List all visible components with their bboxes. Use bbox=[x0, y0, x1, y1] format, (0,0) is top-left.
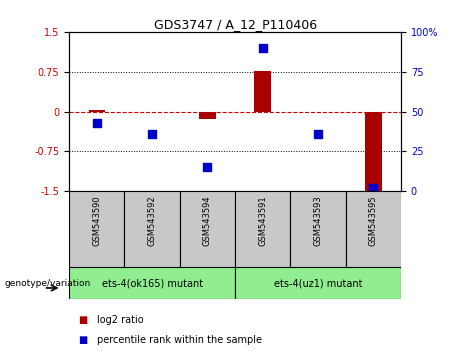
Point bbox=[314, 131, 322, 137]
Bar bbox=[365, 112, 382, 191]
Point bbox=[259, 45, 266, 51]
Bar bbox=[346, 191, 401, 267]
Bar bbox=[89, 110, 105, 112]
Text: log2 ratio: log2 ratio bbox=[97, 315, 143, 325]
Text: GSM543592: GSM543592 bbox=[148, 196, 157, 246]
Text: percentile rank within the sample: percentile rank within the sample bbox=[97, 335, 262, 345]
Title: GDS3747 / A_12_P110406: GDS3747 / A_12_P110406 bbox=[154, 18, 317, 31]
Text: GSM543590: GSM543590 bbox=[92, 196, 101, 246]
Text: genotype/variation: genotype/variation bbox=[5, 279, 91, 288]
Bar bbox=[199, 112, 216, 120]
Bar bbox=[235, 191, 290, 267]
Text: ■: ■ bbox=[78, 315, 88, 325]
Bar bbox=[69, 191, 124, 267]
Text: GSM543594: GSM543594 bbox=[203, 196, 212, 246]
Point bbox=[370, 185, 377, 191]
Bar bbox=[290, 191, 346, 267]
Bar bbox=[180, 191, 235, 267]
Bar bbox=[69, 267, 235, 299]
Point bbox=[148, 131, 156, 137]
Text: GSM543591: GSM543591 bbox=[258, 196, 267, 246]
Point bbox=[204, 164, 211, 170]
Bar bbox=[254, 71, 271, 112]
Text: ets-4(ok165) mutant: ets-4(ok165) mutant bbox=[101, 278, 203, 288]
Text: ets-4(uz1) mutant: ets-4(uz1) mutant bbox=[274, 278, 362, 288]
Text: GSM543593: GSM543593 bbox=[313, 196, 323, 246]
Bar bbox=[235, 267, 401, 299]
Point bbox=[93, 120, 100, 126]
Text: ■: ■ bbox=[78, 335, 88, 345]
Text: GSM543595: GSM543595 bbox=[369, 196, 378, 246]
Bar bbox=[124, 191, 180, 267]
